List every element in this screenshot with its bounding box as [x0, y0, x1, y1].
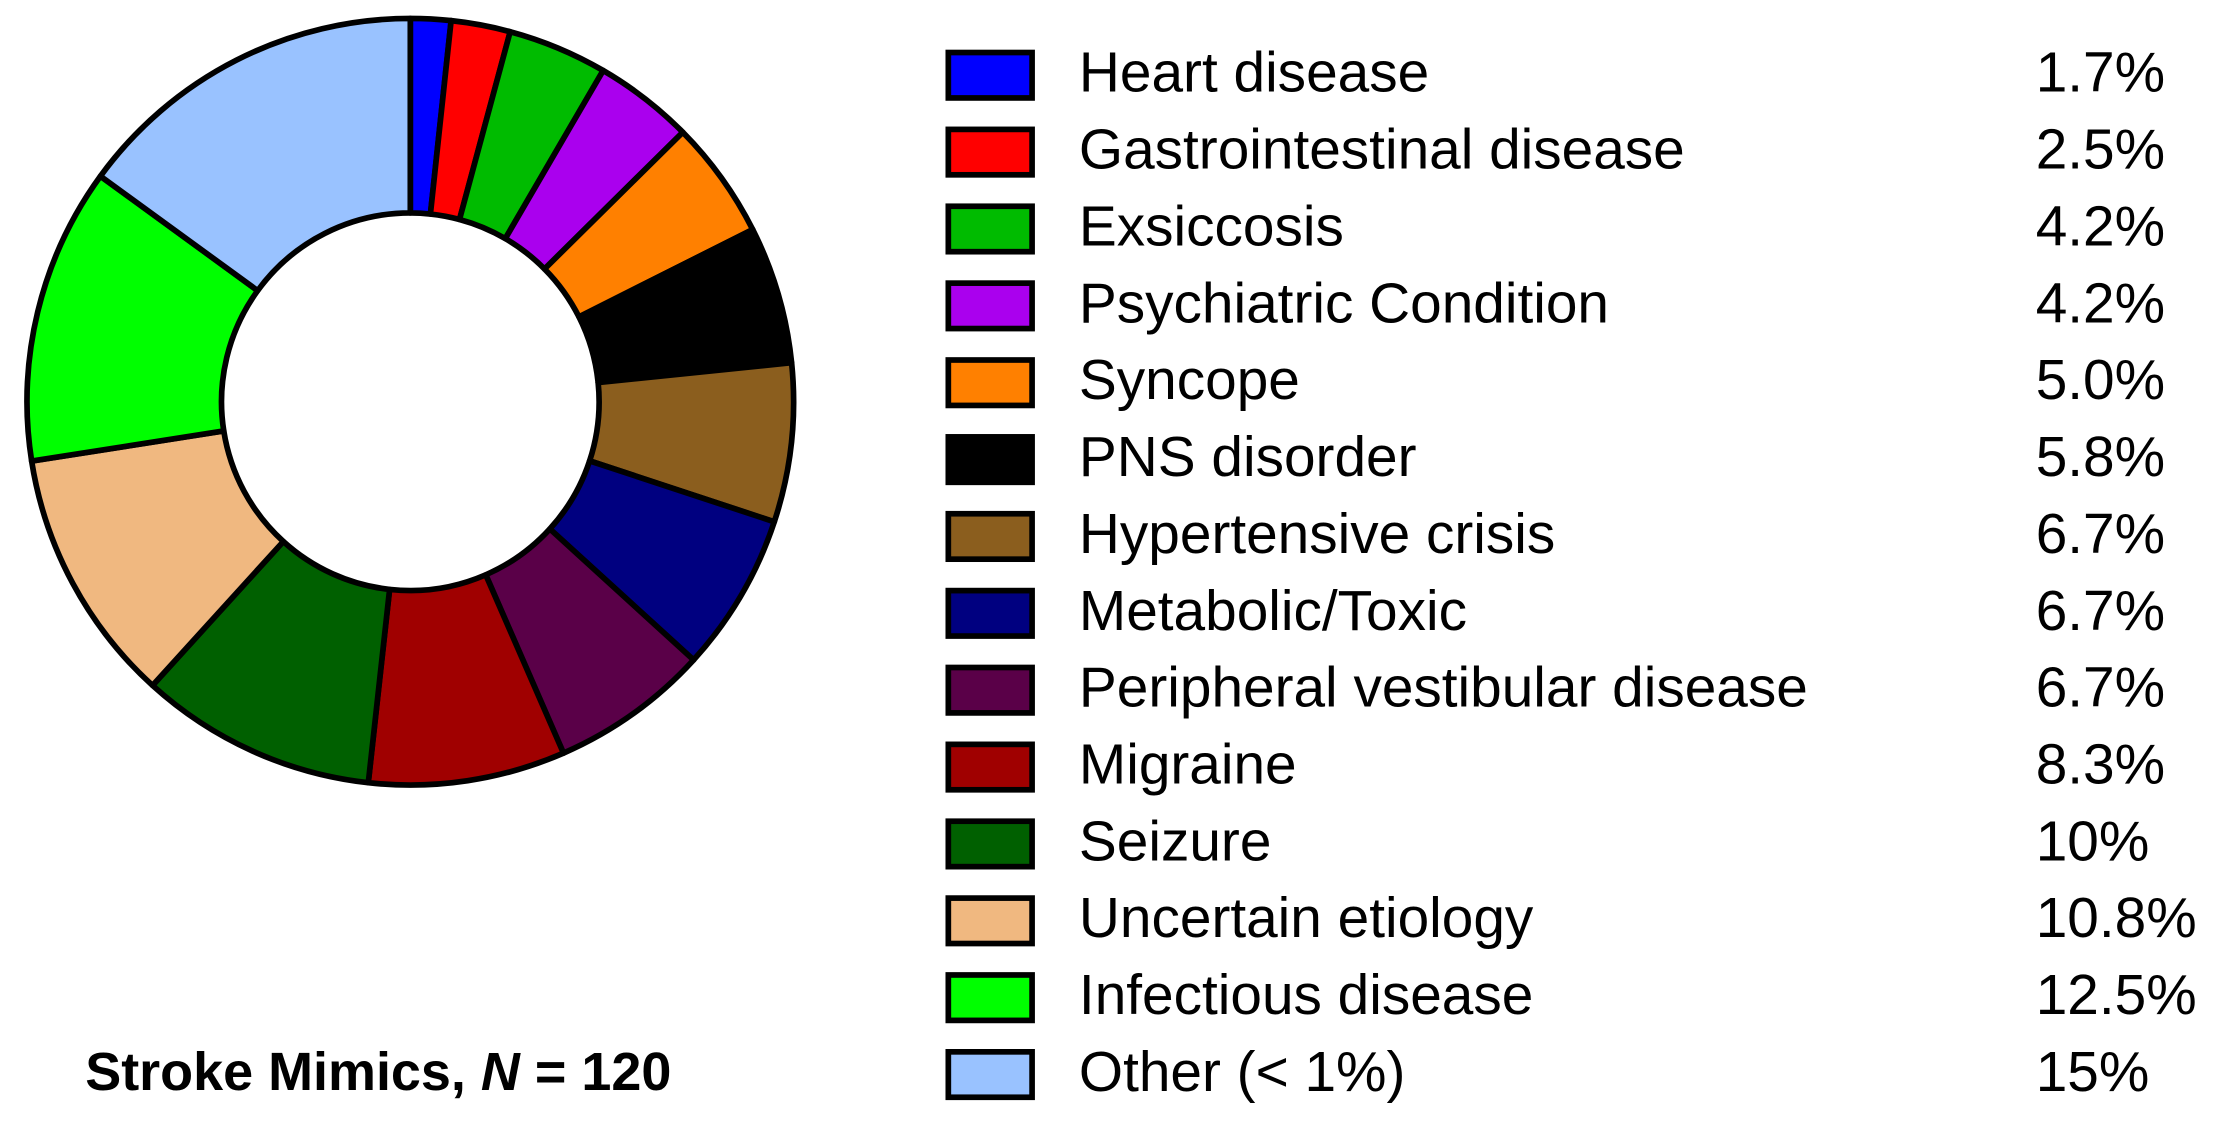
value-label: 8.3% — [2036, 733, 2165, 796]
legend-label: Psychiatric Condition — [1079, 272, 1609, 335]
value-label: 6.7% — [2036, 503, 2165, 566]
legend-swatch — [945, 280, 1035, 332]
legend-swatch — [945, 664, 1035, 716]
legend-swatch — [945, 895, 1035, 947]
legend-swatch — [945, 818, 1035, 870]
value-label: 6.7% — [2036, 580, 2165, 643]
value-label: 6.7% — [2036, 657, 2165, 720]
legend-swatch — [945, 741, 1035, 793]
value-label: 5.8% — [2036, 426, 2165, 489]
legend-label: Other (< 1%) — [1079, 1041, 1406, 1104]
value-label: 15% — [2036, 1041, 2150, 1104]
legend-swatch — [945, 49, 1035, 101]
value-label: 12.5% — [2036, 964, 2197, 1027]
title-part: = 120 — [520, 1042, 671, 1102]
value-label: 5.0% — [2036, 349, 2165, 412]
value-label: 1.7% — [2036, 42, 2165, 105]
value-label: 4.2% — [2036, 272, 2165, 335]
value-label: 10.8% — [2036, 887, 2197, 950]
legend-label: Exsiccosis — [1079, 195, 1344, 258]
value-label: 4.2% — [2036, 195, 2165, 258]
legend-swatch — [945, 510, 1035, 563]
legend-swatch — [945, 126, 1035, 178]
legend-label: PNS disorder — [1079, 426, 1417, 489]
legend-label: Metabolic/Toxic — [1079, 580, 1467, 643]
legend-label: Syncope — [1079, 349, 1300, 412]
legend-label: Heart disease — [1079, 42, 1429, 105]
legend-swatch — [945, 357, 1035, 409]
value-label: 10% — [2036, 810, 2150, 873]
pie-slice — [24, 173, 261, 464]
legend-swatch — [945, 972, 1035, 1024]
value-label: 2.5% — [2036, 119, 2165, 182]
legend-swatch — [945, 203, 1035, 255]
legend-label: Uncertain etiology — [1079, 887, 1534, 950]
title-part: Stroke Mimics, — [85, 1042, 481, 1102]
legend-label: Infectious disease — [1079, 964, 1533, 1027]
legend-label: Peripheral vestibular disease — [1079, 657, 1808, 720]
chart-title: Stroke Mimics, N = 120 — [85, 1042, 671, 1102]
legend-label: Hypertensive crisis — [1079, 503, 1555, 566]
legend-swatch — [945, 434, 1035, 486]
legend-label: Migraine — [1079, 733, 1297, 796]
legend-label: Gastrointestinal disease — [1079, 119, 1685, 182]
legend-swatch — [945, 587, 1035, 639]
pie-slice — [97, 15, 414, 294]
legend-label: Seizure — [1079, 810, 1271, 873]
legend-swatch — [945, 1049, 1035, 1101]
title-part: N — [481, 1042, 521, 1102]
